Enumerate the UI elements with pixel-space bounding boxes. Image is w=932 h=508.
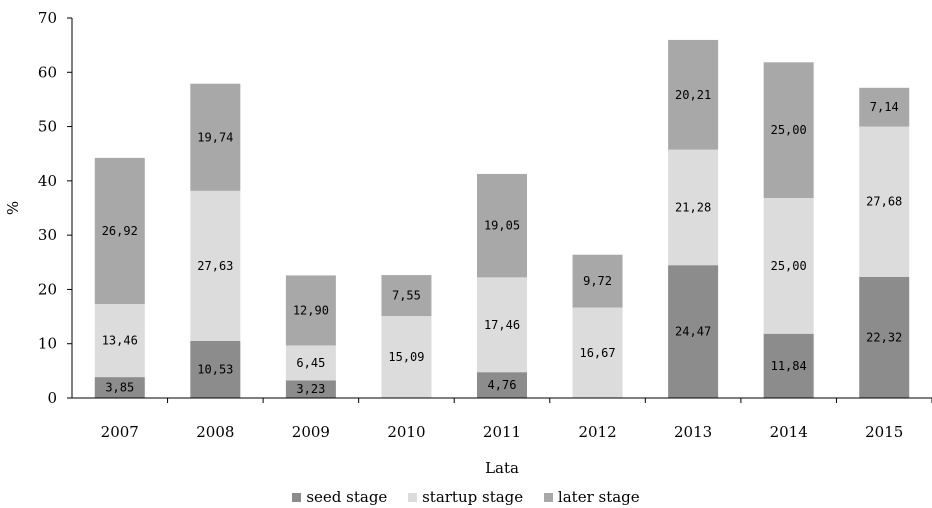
y-tick-label: 70 <box>38 9 57 27</box>
bar-startup-stage-2013 <box>668 149 719 266</box>
y-tick-label: 50 <box>38 118 57 136</box>
x-tick-label-2014: 2014 <box>770 423 808 441</box>
data-label-seed-stage-2015: 22,32 <box>866 330 902 344</box>
data-label-later-stage-2008: 19,74 <box>197 130 233 144</box>
bar-seed-stage-2008 <box>190 340 241 398</box>
bar-startup-stage-2011 <box>477 277 527 373</box>
x-tick-label-2012: 2012 <box>578 423 616 441</box>
y-tick-label: 20 <box>38 280 57 298</box>
bar-seed-stage-2007 <box>94 377 145 398</box>
data-label-later-stage-2007: 26,92 <box>102 224 138 238</box>
bar-startup-stage-2012 <box>572 307 623 398</box>
bar-seed-stage-2013 <box>668 265 719 398</box>
legend-label-later-stage: later stage <box>557 488 640 506</box>
bar-later-stage-2012 <box>572 254 623 308</box>
data-label-startup-stage-2009: 6,45 <box>296 356 325 370</box>
bar-startup-stage-2015 <box>859 126 910 277</box>
data-label-startup-stage-2012: 16,67 <box>579 346 615 360</box>
bar-startup-stage-2010 <box>381 316 432 398</box>
bar-seed-stage-2014 <box>763 333 814 398</box>
y-tick-label: 60 <box>38 63 57 81</box>
legend-item-startup-stage: startup stage <box>408 488 523 506</box>
y-tick-label: 40 <box>38 172 57 190</box>
x-tick-label-2007: 2007 <box>101 423 139 441</box>
bar-later-stage-2010 <box>381 275 432 317</box>
data-label-later-stage-2012: 9,72 <box>583 274 612 288</box>
data-label-seed-stage-2009: 3,23 <box>296 382 325 396</box>
x-tick-label-2010: 2010 <box>387 423 425 441</box>
x-tick-label-2009: 2009 <box>292 423 330 441</box>
bar-later-stage-2015 <box>859 87 910 127</box>
bar-seed-stage-2011 <box>477 372 527 398</box>
x-tick-label-2015: 2015 <box>865 423 903 441</box>
bar-startup-stage-2009 <box>285 345 336 381</box>
data-label-later-stage-2015: 7,14 <box>870 100 899 114</box>
data-label-later-stage-2013: 20,21 <box>675 88 711 102</box>
data-label-later-stage-2009: 12,90 <box>293 303 329 317</box>
data-label-later-stage-2014: 25,00 <box>771 123 807 137</box>
data-label-seed-stage-2008: 10,53 <box>197 362 233 376</box>
data-label-startup-stage-2008: 27,63 <box>197 259 233 273</box>
x-tick-label-2011: 2011 <box>483 423 521 441</box>
bar-seed-stage-2009 <box>285 380 336 398</box>
bar-seed-stage-2015 <box>859 276 910 398</box>
x-tick-label-2013: 2013 <box>674 423 712 441</box>
data-label-startup-stage-2007: 13,46 <box>102 334 138 348</box>
legend-item-later-stage: later stage <box>543 488 640 506</box>
x-axis-title: Lata <box>485 459 519 477</box>
legend-swatch-startup-stage <box>408 493 418 502</box>
legend-item-seed-stage: seed stage <box>292 488 387 506</box>
legend-label-seed-stage: seed stage <box>306 488 388 506</box>
data-label-startup-stage-2014: 25,00 <box>771 259 807 273</box>
y-tick-label: 0 <box>47 389 57 407</box>
bar-startup-stage-2014 <box>763 198 814 334</box>
data-label-startup-stage-2013: 21,28 <box>675 200 711 214</box>
bar-later-stage-2014 <box>763 62 814 199</box>
data-label-later-stage-2011: 19,05 <box>484 219 520 233</box>
data-label-later-stage-2010: 7,55 <box>392 289 421 303</box>
legend-label-startup-stage: startup stage <box>422 488 524 506</box>
bar-startup-stage-2007 <box>94 304 145 378</box>
x-tick-label-2008: 2008 <box>196 423 234 441</box>
y-axis-title: % <box>4 201 22 215</box>
bar-later-stage-2009 <box>285 275 336 346</box>
y-tick-label: 10 <box>38 335 57 353</box>
data-label-startup-stage-2010: 15,09 <box>388 350 424 364</box>
bar-later-stage-2011 <box>477 173 527 278</box>
bar-later-stage-2007 <box>94 157 145 305</box>
bar-later-stage-2013 <box>668 39 719 150</box>
bar-later-stage-2008 <box>190 83 241 191</box>
data-label-seed-stage-2013: 24,47 <box>675 325 711 339</box>
data-label-startup-stage-2015: 27,68 <box>866 195 902 209</box>
legend-swatch-later-stage <box>543 493 553 502</box>
data-label-seed-stage-2014: 11,84 <box>771 359 807 373</box>
legend-swatch-seed-stage <box>292 493 302 502</box>
data-label-startup-stage-2011: 17,46 <box>484 318 520 332</box>
chart-legend: seed stage startup stage later stage <box>0 488 932 506</box>
y-tick-label: 30 <box>38 226 57 244</box>
bar-startup-stage-2008 <box>190 190 241 341</box>
data-label-seed-stage-2007: 3,85 <box>105 381 134 395</box>
data-label-seed-stage-2011: 4,76 <box>488 378 517 392</box>
